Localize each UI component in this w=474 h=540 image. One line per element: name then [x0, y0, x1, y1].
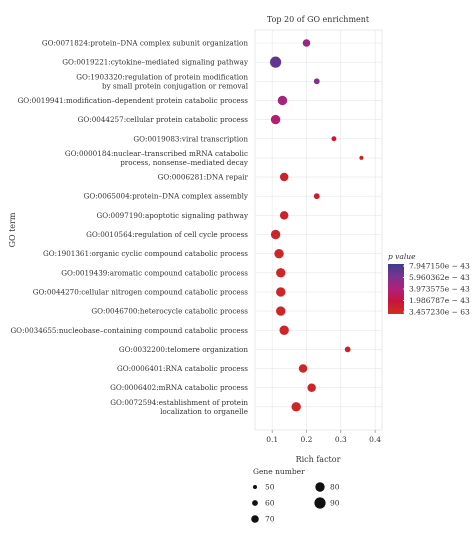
category-label: process, nonsense–mediated decay [120, 158, 249, 167]
category-label: GO:0034655:nucleobase–containing compoun… [10, 326, 248, 335]
x-tick-label: 0.3 [335, 435, 347, 444]
color-bar [388, 264, 404, 314]
category-label: GO:0019439:aromatic compound catabolic p… [61, 268, 248, 277]
category-label: GO:0032200:telomere organization [119, 345, 248, 354]
data-point [307, 383, 316, 392]
data-point [270, 229, 281, 240]
data-point [270, 114, 281, 125]
category-label: GO:0010564:regulation of cell cycle proc… [86, 230, 248, 239]
color-legend-title: p value [388, 252, 416, 261]
data-point [274, 248, 284, 259]
x-tick-label: 0.4 [369, 435, 381, 444]
data-point [291, 402, 301, 412]
y-axis-title: GO term [8, 212, 17, 247]
category-label: GO:0006401:RNA catabolic process [117, 364, 248, 373]
data-point [279, 211, 289, 220]
category-label: GO:0072594:establishment of protein [110, 398, 248, 407]
data-point [298, 364, 308, 373]
color-legend-label: 3.973575e − 43 [409, 285, 470, 294]
size-legend-dot [252, 500, 258, 506]
category-label: GO:1901361:organic cyclic compound catab… [43, 249, 248, 258]
plot-area [254, 29, 383, 431]
data-point [279, 172, 289, 182]
size-legend-label: 70 [265, 515, 275, 524]
category-label: GO:0000184:nuclear–transcribed mRNA cata… [65, 149, 248, 158]
size-legend-label: 50 [265, 483, 275, 492]
category-label: GO:0071824:protein–DNA complex subunit o… [42, 39, 249, 48]
size-legend-dot [253, 485, 257, 489]
data-point [277, 95, 288, 106]
category-label: GO:0006281:DNA repair [158, 173, 249, 182]
size-legend-title: Gene number [253, 467, 305, 476]
x-tick-labels: 0.1 0.2 0.3 0.4 [266, 430, 381, 444]
category-label: GO:0044270:cellular nitrogen compound ca… [33, 287, 249, 296]
category-label: GO:1903320:regulation of protein modific… [76, 72, 248, 81]
category-label: GO:0019083:viral transcription [133, 134, 248, 143]
data-point [269, 56, 282, 68]
color-legend-label: 5.960362e − 43 [409, 273, 470, 282]
category-label: GO:0046700:heterocycle catabolic process [91, 307, 248, 316]
x-tick-label: 0.2 [301, 435, 313, 444]
size-legend-label: 80 [330, 483, 340, 492]
category-label: GO:0019941:modification–dependent protei… [18, 96, 249, 105]
size-legend-dot [315, 482, 325, 492]
data-point [276, 268, 286, 278]
chart-title: Top 20 of GO enrichment [267, 15, 370, 24]
category-label: GO:0097190:apoptotic signaling pathway [96, 211, 248, 220]
data-point [302, 39, 311, 47]
size-legend-label: 90 [330, 499, 340, 508]
category-label: by small protein conjugation or removal [102, 81, 249, 90]
data-point [313, 193, 320, 200]
data-point [276, 287, 286, 297]
color-legend-label: 3.457230e − 63 [409, 308, 470, 317]
category-label: GO:0065004:protein–DNA complex assembly [84, 192, 249, 201]
data-points [269, 39, 364, 412]
size-legend-label: 60 [265, 499, 275, 508]
data-point [331, 136, 337, 142]
data-point [313, 78, 320, 85]
category-label: GO:0006402:mRNA catabolic process [110, 383, 248, 392]
color-legend-label: 1.986787e − 43 [409, 296, 470, 305]
x-axis-title: Rich factor [296, 455, 341, 464]
x-tick-label: 0.1 [266, 435, 278, 444]
size-legend-dot [251, 515, 259, 523]
gene-number-legend: Gene number 50 60 70 80 90 [251, 467, 340, 524]
data-point [279, 325, 289, 335]
category-label: GO:0044257:cellular protein catabolic pr… [78, 115, 249, 124]
size-legend-dot [314, 497, 326, 509]
category-label: GO:0019221:cytokine–mediated signaling p… [62, 58, 249, 67]
category-label: localization to organelle [160, 407, 248, 416]
data-point [359, 155, 364, 160]
data-point [344, 346, 351, 353]
color-legend-label: 7.947150e − 43 [409, 262, 470, 271]
category-labels: GO:0071824:protein–DNA complex subunit o… [10, 39, 249, 416]
data-point [276, 306, 286, 316]
